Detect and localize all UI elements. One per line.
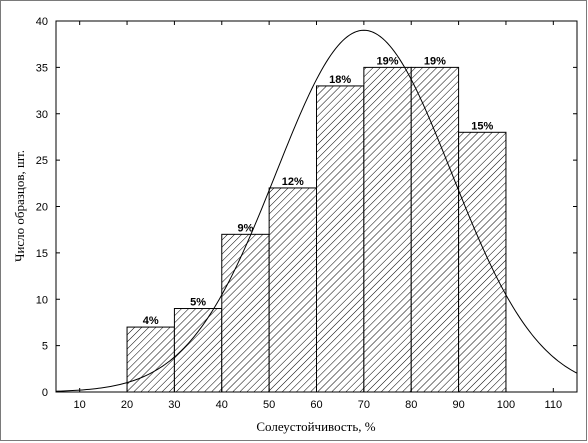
- bar-40-50: [221, 233, 270, 393]
- bar-data-label: 5%: [190, 297, 206, 309]
- y-tick-label: 40: [36, 16, 48, 28]
- bar-data-label: 15%: [471, 120, 493, 132]
- bar-data-label: 19%: [424, 55, 446, 67]
- x-axis: 10 20 30 40 50 60 70 80 90 100 110: [74, 21, 563, 411]
- y-tick-label: 5: [42, 341, 48, 353]
- bars-layer: [126, 66, 507, 393]
- bar-data-label: 4%: [143, 315, 159, 327]
- x-tick-label: 20: [121, 399, 133, 411]
- bar-90-100: [458, 131, 507, 393]
- y-tick-label: 0: [42, 387, 48, 399]
- bar-70-80: [363, 66, 412, 393]
- data-labels-layer: 4% 5% 9% 12% 18% 19% 19% 15%: [143, 55, 494, 327]
- x-axis-title: Солеустойчивость, %: [256, 419, 375, 434]
- y-tick-label: 30: [36, 109, 48, 121]
- bar-80-90: [410, 66, 460, 393]
- bar-50-60: [268, 187, 317, 393]
- x-tick-label: 50: [263, 399, 275, 411]
- x-tick-label: 100: [497, 399, 515, 411]
- bar-data-label: 12%: [282, 176, 304, 188]
- x-tick-label: 90: [452, 399, 464, 411]
- bar-60-70: [316, 85, 365, 393]
- y-axis-title: Число образцов, шт.: [12, 150, 27, 262]
- x-tick-label: 40: [216, 399, 228, 411]
- y-tick-label: 10: [36, 294, 48, 306]
- bar-data-label: 18%: [329, 74, 351, 86]
- fit-curve-layer: [56, 29, 577, 392]
- y-axis: 0 5 10 15 20 25 30 35 40: [36, 16, 577, 399]
- normal-fit-curve: [56, 29, 577, 392]
- y-tick-label: 15: [36, 248, 48, 260]
- x-tick-label: 110: [545, 399, 563, 411]
- y-tick-label: 35: [36, 62, 48, 74]
- x-tick-label: 30: [168, 399, 180, 411]
- bar-data-label: 9%: [238, 222, 254, 234]
- y-tick-label: 20: [36, 202, 48, 214]
- x-tick-label: 60: [310, 399, 322, 411]
- x-tick-label: 80: [405, 399, 417, 411]
- bar-data-label: 19%: [377, 55, 399, 67]
- y-tick-label: 25: [36, 155, 48, 167]
- x-tick-label: 70: [358, 399, 370, 411]
- x-tick-label: 10: [74, 399, 86, 411]
- bar-20-30: [126, 326, 175, 393]
